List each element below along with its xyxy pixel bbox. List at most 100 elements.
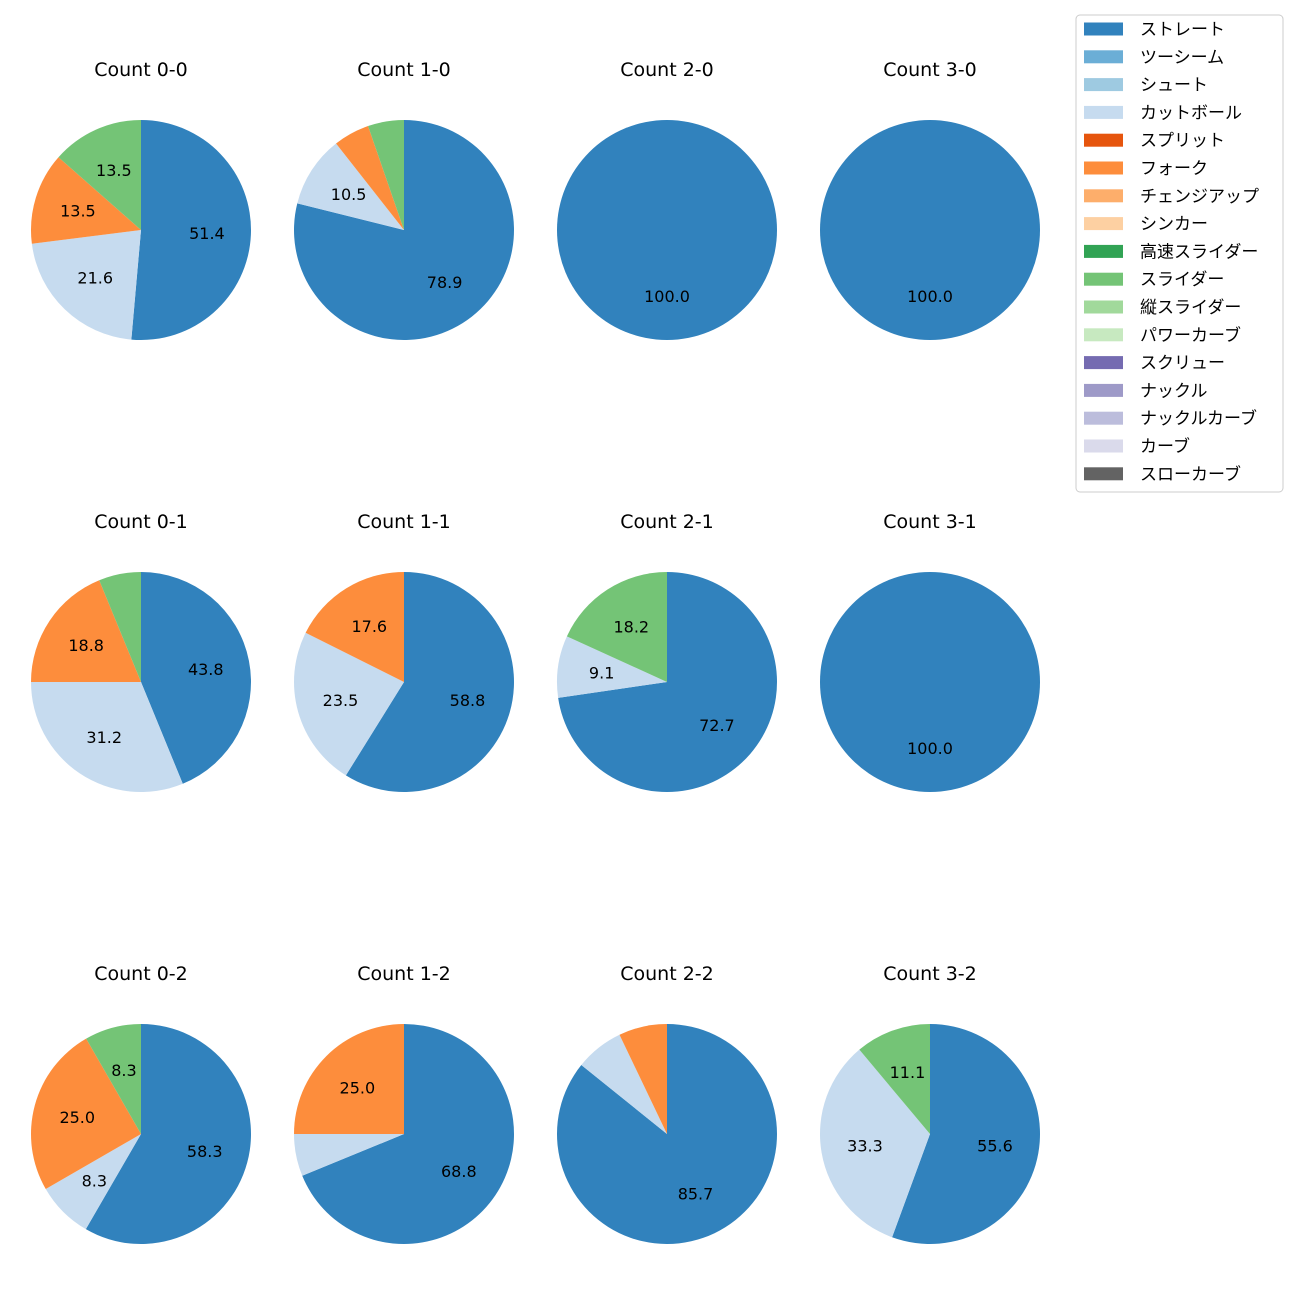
slice-value-label: 13.5	[96, 161, 132, 180]
slice-value-label: 17.6	[351, 617, 387, 636]
pie-slice	[294, 1134, 404, 1176]
legend-label: チェンジアップ	[1140, 187, 1259, 207]
pie-slice	[297, 143, 404, 230]
legend-label: カーブ	[1140, 436, 1190, 457]
legend-label: カットボール	[1140, 103, 1242, 123]
legend-swatch	[1084, 467, 1123, 481]
legend-label: ナックルカーブ	[1140, 408, 1257, 429]
pie-slice	[820, 572, 1040, 792]
legend-item: ナックルカーブ	[1084, 408, 1257, 429]
legend-frame	[1075, 14, 1284, 493]
pie-title: Count 2-0	[620, 59, 714, 81]
legend-swatch	[1084, 78, 1123, 92]
pie-slice	[45, 1134, 141, 1230]
pie-slice	[31, 230, 141, 340]
legend-item: パワーカーブ	[1084, 325, 1241, 346]
pie-panels: Count 0-0 51.4 21.6 13.5 13.5 Count 1-0 78.9 10…	[30, 59, 1041, 1244]
slice-value-label: 78.9	[427, 273, 463, 292]
legend-item: ツーシーム	[1084, 48, 1224, 68]
pie-slice	[558, 572, 777, 792]
slice-value-label: 9.1	[589, 664, 614, 683]
pie-title: Count 1-1	[357, 511, 451, 533]
legend-item: カーブ	[1084, 436, 1190, 457]
legend-label: ストレート	[1140, 20, 1225, 40]
pie-title: Count 1-2	[357, 963, 451, 985]
pie-title: Count 1-0	[357, 59, 451, 81]
pie-panel: Count 2-2 85.7	[556, 963, 777, 1244]
pie-slice	[302, 1024, 514, 1244]
legend-item: 縦スライダー	[1084, 298, 1241, 318]
legend-item: チェンジアップ	[1084, 187, 1259, 207]
legend-item: 高速スライダー	[1084, 242, 1258, 262]
legend-label: シンカー	[1140, 215, 1208, 235]
legend-item: スライダー	[1084, 270, 1224, 290]
slice-value-label: 55.6	[977, 1137, 1013, 1156]
slice-value-label: 23.5	[323, 691, 359, 710]
legend-swatch	[1084, 328, 1123, 342]
pie-panel: Count 0-0 51.4 21.6 13.5 13.5	[30, 59, 251, 340]
pie-slice	[892, 1024, 1041, 1244]
pie-slice	[31, 580, 141, 682]
legend-label: ツーシーム	[1140, 48, 1224, 68]
pie-slice	[141, 572, 251, 784]
pie-slice	[859, 1023, 930, 1134]
pie-title: Count 2-1	[620, 511, 714, 533]
slice-value-label: 100.0	[907, 287, 953, 306]
pie-slice	[820, 1049, 930, 1238]
legend-swatch	[1084, 217, 1123, 231]
slice-value-label: 100.0	[644, 287, 690, 306]
pie-slice	[820, 120, 1040, 340]
slice-value-label: 21.6	[77, 269, 113, 288]
legend-swatch	[1084, 356, 1123, 370]
pie-slice	[566, 572, 667, 682]
legend-swatch	[1084, 244, 1123, 258]
legend-swatch	[1084, 439, 1123, 453]
slice-value-label: 58.8	[450, 691, 486, 710]
pie-slice	[557, 636, 667, 698]
pie-slice	[99, 572, 141, 682]
slice-value-label: 25.0	[59, 1108, 95, 1127]
legend-swatch	[1084, 189, 1123, 203]
slice-value-label: 13.5	[60, 202, 96, 221]
slice-value-label: 100.0	[907, 739, 953, 758]
pie-title: Count 3-2	[883, 963, 977, 985]
legend-item: ナックル	[1084, 381, 1208, 401]
pie-slice	[619, 1024, 667, 1134]
slice-value-label: 18.8	[68, 636, 104, 655]
legend-swatch	[1084, 50, 1123, 64]
legend-swatch	[1084, 272, 1123, 286]
slice-value-label: 10.5	[331, 185, 367, 204]
pie-slice	[30, 157, 142, 244]
pie-slice	[131, 120, 251, 340]
legend: ストレートツーシームシュートカットボールスプリットフォークチェンジアップシンカー…	[1075, 14, 1284, 493]
pie-slice	[31, 1038, 142, 1189]
slice-value-label: 68.8	[441, 1162, 477, 1181]
legend-swatch	[1084, 300, 1123, 314]
legend-label: スローカーブ	[1140, 464, 1241, 485]
pie-slice	[556, 1024, 777, 1244]
legend-item: シンカー	[1084, 215, 1208, 235]
pie-panel: Count 1-2 68.8 25.0	[294, 963, 514, 1244]
slice-value-label: 11.1	[890, 1063, 926, 1082]
pie-slice	[336, 126, 404, 230]
legend-label: 高速スライダー	[1140, 242, 1258, 262]
pie-panel: Count 3-0 100.0	[820, 59, 1040, 340]
legend-item: スローカーブ	[1084, 464, 1241, 485]
pie-title: Count 0-0	[94, 59, 188, 81]
pie-slice	[345, 572, 515, 793]
pie-slice	[368, 120, 404, 230]
pie-slice	[31, 682, 183, 792]
legend-item: シュート	[1084, 76, 1208, 96]
slice-value-label: 58.3	[187, 1142, 223, 1161]
slice-value-label: 51.4	[189, 224, 225, 243]
slice-value-label: 8.3	[82, 1172, 107, 1191]
legend-items: ストレートツーシームシュートカットボールスプリットフォークチェンジアップシンカー…	[1084, 20, 1259, 485]
legend-label: シュート	[1140, 76, 1208, 96]
pie-panel: Count 2-0 100.0	[557, 59, 777, 340]
pie-panel: Count 0-2 58.3 8.3 25.0 8.3	[31, 963, 252, 1244]
pie-slice	[294, 1024, 404, 1134]
legend-swatch	[1084, 133, 1123, 147]
legend-label: フォーク	[1140, 159, 1208, 179]
slice-value-label: 18.2	[613, 617, 649, 636]
